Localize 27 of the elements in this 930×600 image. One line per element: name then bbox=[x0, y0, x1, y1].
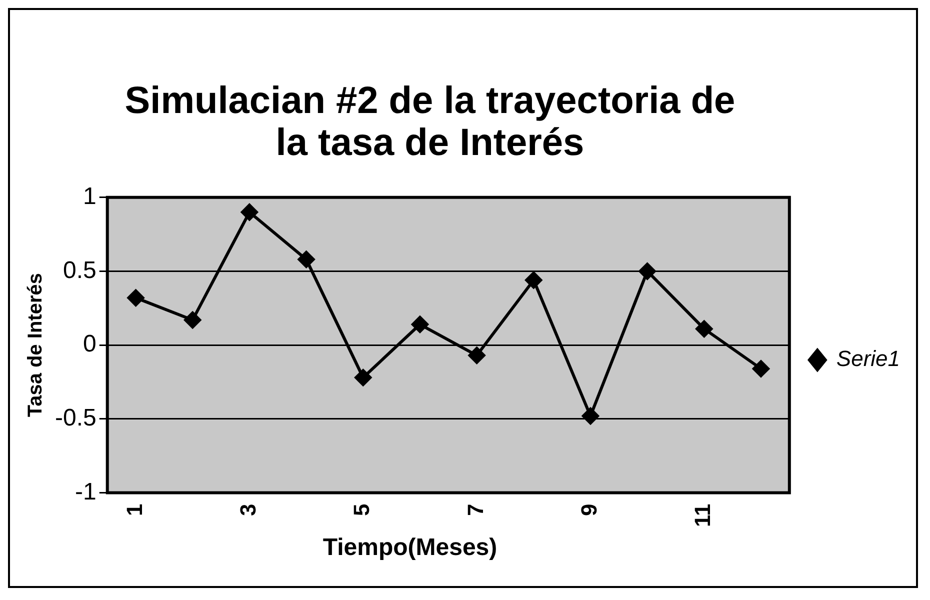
point bbox=[752, 360, 770, 378]
x-tick-label: 9 bbox=[576, 504, 602, 516]
point bbox=[184, 311, 202, 328]
x-axis-title: Tiempo(Meses) bbox=[322, 534, 498, 562]
chart-title: Simulacian #2 de la trayectoria de la tasa de Interés bbox=[124, 79, 736, 166]
x-tick-label: 5 bbox=[349, 504, 374, 516]
y-tick-label: -1 bbox=[75, 478, 96, 506]
point bbox=[127, 289, 144, 306]
y-tick-label: 0.5 bbox=[62, 256, 96, 284]
point bbox=[411, 316, 428, 333]
x-tick-label: 7 bbox=[462, 504, 488, 516]
point bbox=[582, 407, 599, 424]
x-tick-label: 1 bbox=[122, 504, 147, 516]
point bbox=[696, 320, 713, 338]
point bbox=[240, 204, 258, 221]
y-tick-label: -0.5 bbox=[54, 404, 96, 432]
y-axis-title: Tasa de Interés bbox=[24, 273, 47, 418]
point bbox=[525, 272, 542, 289]
point bbox=[354, 369, 372, 386]
point bbox=[468, 346, 486, 364]
x-tick-label: 3 bbox=[236, 504, 261, 516]
point bbox=[298, 250, 315, 268]
point bbox=[638, 262, 656, 280]
x-tick-label: 11 bbox=[690, 504, 716, 528]
legend-label: Serie1 bbox=[836, 346, 900, 372]
y-tick-label: 0 bbox=[82, 330, 96, 358]
y-tick-label: 1 bbox=[82, 183, 96, 210]
